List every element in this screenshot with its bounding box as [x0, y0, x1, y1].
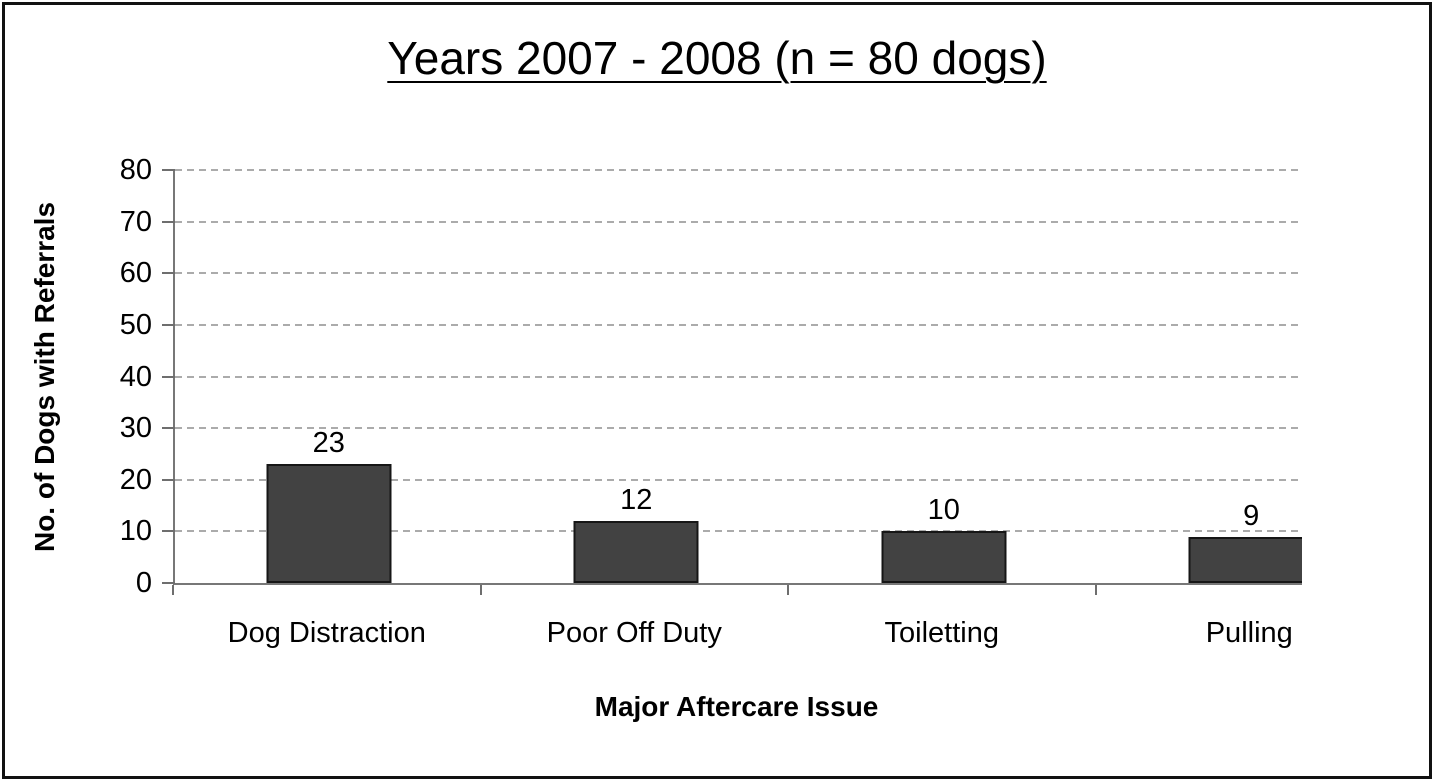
- bars-container: 23 12 10 9: [175, 170, 1302, 583]
- bar: [573, 521, 699, 583]
- y-axis-tick-mark: [162, 169, 175, 171]
- bar-value-label: 10: [927, 494, 960, 527]
- y-axis-tick-label: 50: [119, 308, 152, 341]
- x-axis-tick-mark: [1094, 585, 1097, 595]
- y-axis-tick-label: 0: [135, 567, 152, 599]
- y-axis-tick-mark: [162, 272, 175, 275]
- y-axis-tick-mark: [162, 478, 175, 481]
- x-axis-tick-mark: [479, 585, 482, 595]
- gridline: [175, 530, 1302, 533]
- bar: [881, 531, 1007, 583]
- x-axis-category-label: Poor Off Duty: [546, 617, 722, 649]
- plot-area: 23 12 10 9: [173, 169, 1302, 585]
- y-axis-tick-label: 60: [119, 257, 152, 290]
- gridline: [175, 272, 1302, 275]
- x-axis-title: Major Aftercare Issue: [594, 691, 879, 722]
- y-axis-tick-mark: [162, 375, 175, 378]
- gridline: [175, 323, 1302, 326]
- x-axis-tick-mark: [172, 585, 174, 595]
- x-axis-category-labels: Dog Distraction Poor Off Duty Toiletting Pu…: [173, 617, 1403, 653]
- y-axis-tick-mark: [162, 323, 175, 326]
- chart-title: Years 2007 - 2008 (n = 80 dogs): [387, 32, 1047, 84]
- y-axis-tick-mark: [162, 220, 175, 223]
- y-axis-tick-label: 70: [119, 205, 152, 238]
- bar: [1188, 536, 1302, 583]
- gridline: [175, 375, 1302, 378]
- y-axis-tick-label: 40: [119, 360, 152, 393]
- gridline: [175, 478, 1302, 481]
- bar-value-label: 9: [1243, 499, 1260, 532]
- y-axis-tick-mark: [162, 427, 175, 430]
- gridline: [175, 169, 1302, 171]
- gridline: [175, 220, 1302, 223]
- y-axis-tick-label: 80: [119, 154, 152, 186]
- x-axis-category-label: Dog Distraction: [227, 617, 426, 649]
- bar-value-label: 23: [312, 427, 345, 460]
- bar: [266, 464, 392, 583]
- y-axis-tick-label: 30: [119, 412, 152, 445]
- y-axis-tick-label: 20: [119, 463, 152, 496]
- x-axis-category-label: Pulling: [1205, 617, 1293, 649]
- x-axis-category-label: Toiletting: [884, 617, 999, 649]
- y-axis-tick-mark: [162, 530, 175, 533]
- bar-value-label: 12: [620, 484, 653, 517]
- y-axis-tick-mark: [162, 582, 175, 584]
- y-axis-tick-label: 10: [119, 515, 152, 548]
- bars-clip-region: 23 12 10 9: [175, 170, 1302, 583]
- x-axis-tick-mark: [787, 585, 789, 595]
- gridline: [175, 427, 1302, 430]
